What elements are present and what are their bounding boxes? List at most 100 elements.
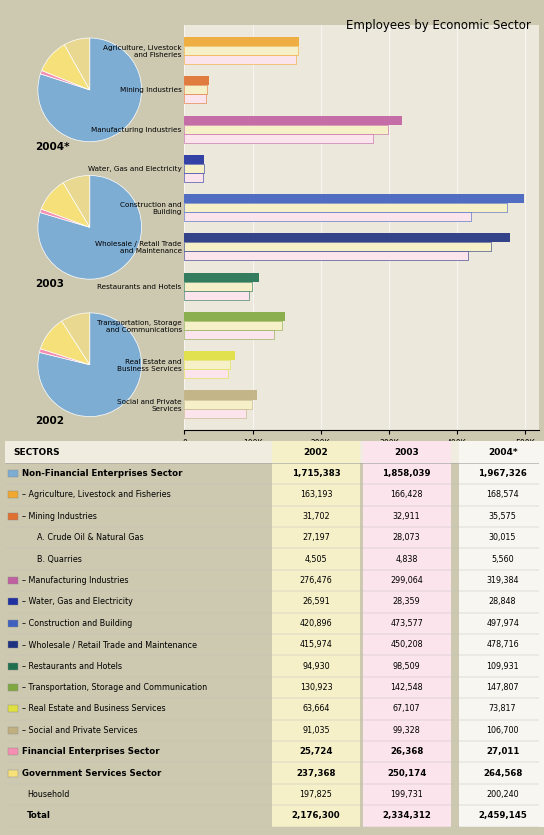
Bar [184, 242, 491, 251]
Text: – Restaurants and Hotels: – Restaurants and Hotels [22, 661, 122, 671]
Text: 1,967,326: 1,967,326 [478, 469, 527, 478]
Text: 2004*: 2004* [35, 141, 70, 151]
Text: 63,664: 63,664 [302, 705, 330, 713]
Text: 30,015: 30,015 [489, 534, 516, 542]
Bar [272, 591, 360, 613]
Text: 25,724: 25,724 [299, 747, 333, 757]
Bar [8, 748, 18, 755]
Bar [459, 805, 544, 827]
Text: 276,476: 276,476 [300, 576, 332, 585]
Wedge shape [38, 38, 141, 142]
Bar [184, 115, 402, 124]
Bar [8, 599, 18, 605]
Bar [184, 408, 246, 418]
Text: 26,591: 26,591 [302, 597, 330, 606]
Wedge shape [40, 209, 90, 227]
Wedge shape [41, 183, 90, 227]
Bar [363, 805, 450, 827]
Bar [272, 698, 360, 720]
Bar [363, 442, 450, 463]
Bar [363, 762, 450, 784]
Bar [184, 164, 204, 173]
Text: 98,509: 98,509 [393, 661, 421, 671]
Text: Financial Enterprises Sector: Financial Enterprises Sector [22, 747, 159, 757]
Bar [459, 442, 544, 463]
Text: 2002: 2002 [304, 448, 329, 457]
Bar [272, 527, 360, 549]
Bar [272, 655, 360, 677]
Bar [184, 76, 209, 85]
Text: 200,240: 200,240 [486, 790, 519, 799]
Bar [184, 85, 207, 94]
Text: 1,858,039: 1,858,039 [382, 469, 431, 478]
Bar [8, 641, 18, 648]
Bar [184, 352, 235, 360]
Text: 99,328: 99,328 [393, 726, 421, 735]
Bar [272, 762, 360, 784]
Bar [184, 330, 274, 339]
Text: B. Quarries: B. Quarries [27, 554, 82, 564]
Wedge shape [64, 38, 90, 90]
Text: 28,359: 28,359 [393, 597, 421, 606]
Text: 319,384: 319,384 [486, 576, 519, 585]
Bar [459, 698, 544, 720]
Bar [272, 720, 360, 741]
Bar [184, 124, 388, 134]
Text: 109,931: 109,931 [486, 661, 519, 671]
Text: 2003: 2003 [394, 448, 419, 457]
Text: SECTORS: SECTORS [14, 448, 60, 457]
Wedge shape [42, 44, 90, 90]
Text: 168,574: 168,574 [486, 490, 519, 499]
Bar [459, 569, 544, 591]
Text: 73,817: 73,817 [489, 705, 516, 713]
Bar [363, 569, 450, 591]
Bar [363, 698, 450, 720]
Wedge shape [61, 313, 90, 365]
Wedge shape [39, 349, 90, 365]
Bar [8, 492, 18, 498]
Bar [459, 591, 544, 613]
Bar [459, 527, 544, 549]
Text: Household: Household [27, 790, 70, 799]
Bar [363, 741, 450, 762]
Bar [459, 463, 544, 484]
Text: A. Crude Oil & Natural Gas: A. Crude Oil & Natural Gas [27, 534, 144, 542]
Text: 450,208: 450,208 [390, 640, 423, 650]
Bar [184, 312, 285, 321]
Bar [459, 549, 544, 569]
Text: – Wholesale / Retail Trade and Maintenance: – Wholesale / Retail Trade and Maintenan… [22, 640, 197, 650]
Bar [184, 291, 249, 300]
Text: 130,923: 130,923 [300, 683, 332, 692]
Bar [363, 720, 450, 741]
Bar [8, 470, 18, 477]
Bar [272, 741, 360, 762]
Bar [184, 399, 252, 408]
Text: – Social and Private Services: – Social and Private Services [22, 726, 138, 735]
Text: 27,011: 27,011 [486, 747, 520, 757]
Text: 26,368: 26,368 [390, 747, 423, 757]
Text: 31,702: 31,702 [302, 512, 330, 521]
Bar [184, 194, 523, 203]
Bar [363, 506, 450, 527]
Wedge shape [38, 175, 141, 279]
Bar [184, 46, 298, 55]
Bar [272, 442, 360, 463]
Text: 4,505: 4,505 [305, 554, 327, 564]
Bar [459, 784, 544, 805]
Bar [5, 442, 539, 463]
Bar [272, 549, 360, 569]
Wedge shape [63, 175, 90, 227]
Text: Government Services Sector: Government Services Sector [22, 769, 162, 777]
Bar [272, 484, 360, 506]
Bar [184, 212, 471, 221]
Text: 2,176,300: 2,176,300 [292, 812, 341, 821]
Bar [363, 591, 450, 613]
Bar [363, 463, 450, 484]
Text: 197,825: 197,825 [300, 790, 332, 799]
Bar [8, 684, 18, 691]
Bar [184, 55, 295, 64]
Text: – Manufacturing Industries: – Manufacturing Industries [22, 576, 128, 585]
Bar [8, 513, 18, 519]
Text: 264,568: 264,568 [483, 769, 522, 777]
Text: 1,715,383: 1,715,383 [292, 469, 341, 478]
